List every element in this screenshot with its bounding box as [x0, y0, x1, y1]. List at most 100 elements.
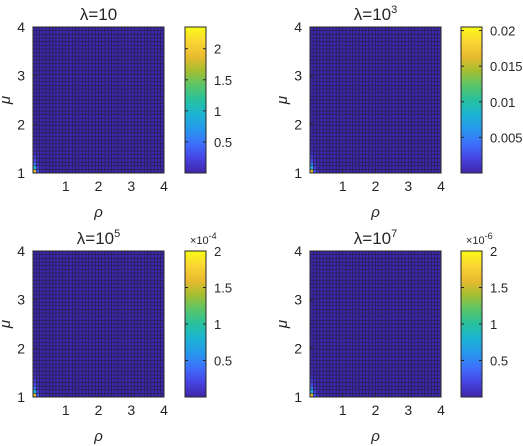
heatmap-cell [322, 121, 327, 126]
heatmap-cell [140, 298, 145, 303]
heatmap-cell [42, 139, 47, 145]
heatmap-cell [137, 63, 142, 68]
heatmap-cell [39, 30, 44, 35]
heatmap-cell [52, 279, 57, 285]
heatmap-cell [349, 147, 353, 152]
heatmap-cell [137, 261, 142, 266]
heatmap-cell [401, 118, 406, 123]
heatmap-cell [313, 393, 317, 398]
heatmap-cell [349, 393, 353, 398]
heatmap-cell [150, 121, 155, 126]
heatmap-cell [81, 254, 86, 259]
heatmap-cell [117, 150, 122, 156]
heatmap-cell [52, 59, 57, 64]
heatmap-cell [85, 77, 89, 82]
heatmap-cell [147, 367, 152, 372]
heatmap-cell [117, 320, 122, 325]
heatmap-cell [160, 250, 165, 255]
heatmap-cell [157, 276, 161, 281]
heatmap-cell [108, 103, 112, 108]
heatmap-cell [421, 48, 425, 53]
heatmap-cell [104, 154, 109, 159]
heatmap-cell [88, 254, 93, 259]
heatmap-cell [316, 147, 321, 152]
heatmap-cell [127, 169, 132, 174]
heatmap-cell [36, 70, 40, 75]
heatmap-cell [381, 169, 386, 174]
heatmap-cell [134, 48, 139, 53]
heatmap-cell [160, 279, 165, 285]
heatmap-cell [411, 169, 416, 174]
heatmap-cell [375, 70, 380, 75]
heatmap-cell [72, 136, 76, 141]
heatmap-cell [68, 143, 73, 148]
heatmap-cell [147, 81, 152, 86]
heatmap-cell [378, 99, 383, 104]
heatmap-cell [319, 132, 324, 137]
heatmap-cell [45, 261, 50, 266]
heatmap-cell [326, 26, 330, 31]
heatmap-cell [140, 114, 145, 119]
heatmap-cell [153, 63, 158, 68]
heatmap-cell [39, 294, 44, 299]
heatmap-cell [104, 279, 109, 285]
heatmap-cell [157, 290, 161, 296]
heatmap-cell [111, 66, 116, 72]
heatmap-cell [319, 37, 324, 42]
heatmap-cell [408, 125, 412, 130]
heatmap-cell [157, 81, 161, 86]
heatmap-cell [62, 165, 66, 170]
heatmap-cell [114, 363, 119, 369]
heatmap-cell [101, 165, 106, 170]
heatmap-cell [55, 92, 60, 97]
heatmap-cell [368, 118, 373, 123]
heatmap-cell [58, 103, 63, 108]
heatmap-cell [322, 165, 327, 170]
heatmap-cell [424, 103, 429, 108]
heatmap-cell [88, 74, 93, 79]
heatmap-cell [98, 34, 103, 39]
heatmap-cell [45, 367, 50, 372]
heatmap-cell [98, 363, 103, 369]
heatmap-cell [78, 338, 83, 343]
heatmap-cell [401, 26, 406, 31]
heatmap-cell [375, 85, 380, 90]
heatmap-cell [49, 30, 53, 35]
heatmap-cell [58, 261, 63, 266]
heatmap-cell [375, 143, 380, 148]
heatmap-cell [124, 312, 129, 317]
heatmap-cell [153, 367, 158, 372]
heatmap-cell [316, 103, 321, 108]
heatmap-cell [124, 316, 129, 321]
heatmap-cell [88, 316, 93, 321]
heatmap-cell [104, 136, 109, 141]
heatmap-cell [101, 143, 106, 148]
heatmap-cell [78, 41, 83, 46]
heatmap-cell [404, 99, 409, 104]
heatmap-cell [411, 41, 416, 46]
heatmap-cell [39, 74, 44, 79]
heatmap-cell [150, 161, 155, 166]
heatmap-cell [78, 147, 83, 152]
heatmap-cell [408, 99, 412, 104]
heatmap-cell [42, 169, 47, 174]
heatmap-cell [388, 74, 393, 79]
heatmap-cell [121, 345, 125, 350]
heatmap-cell [94, 279, 99, 285]
heatmap-cell [160, 327, 165, 332]
heatmap-cell [94, 389, 99, 394]
heatmap-cell [391, 81, 396, 86]
heatmap-cell [85, 132, 89, 137]
heatmap-cell [368, 121, 373, 126]
heatmap-cell [111, 161, 116, 166]
heatmap-cell [144, 48, 148, 53]
heatmap-cell [140, 342, 145, 347]
heatmap-cell [339, 121, 344, 126]
heatmap-cell [427, 92, 432, 97]
heatmap-cell [408, 52, 412, 57]
heatmap-cell [342, 118, 347, 123]
heatmap-cell [421, 41, 425, 46]
heatmap-cell [408, 107, 412, 112]
heatmap-cell [421, 63, 425, 68]
heatmap-cell [58, 393, 63, 398]
